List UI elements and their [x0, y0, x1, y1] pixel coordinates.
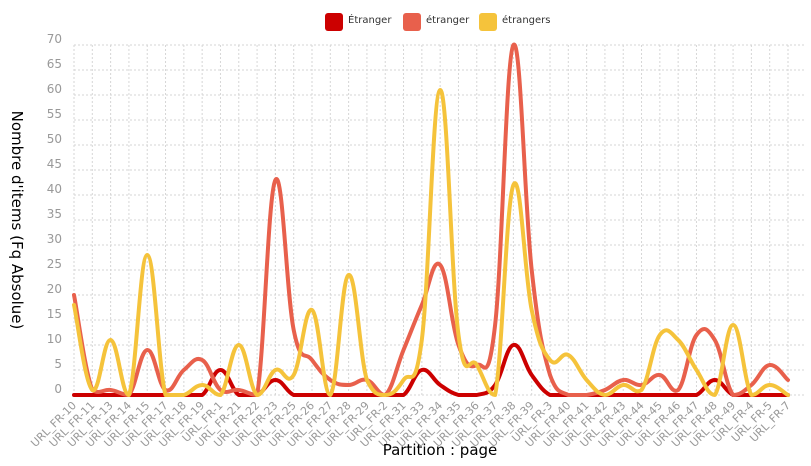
y-tick-label: 20 [47, 282, 62, 296]
y-tick-label: 35 [47, 207, 62, 221]
y-tick-label: 0 [54, 382, 62, 396]
x-axis-title: Partition : page [383, 441, 498, 459]
series-line-0 [72, 343, 790, 397]
y-axis-ticks: 0 5 10 15 20 25 30 35 40 45 50 55 60 65 70 [47, 32, 62, 396]
y-tick-label: 70 [47, 32, 62, 46]
legend-swatch-2 [479, 13, 497, 31]
y-tick-label: 15 [47, 307, 62, 321]
x-axis-ticks: URL_FR-10URL_FR-11URL_FR-13URL_FR-14URL_… [28, 399, 793, 450]
y-tick-label: 60 [47, 82, 62, 96]
legend-swatch-1 [403, 13, 421, 31]
y-tick-label: 45 [47, 157, 62, 171]
series-line-2 [72, 87, 790, 397]
y-tick-label: 40 [47, 182, 62, 196]
y-tick-label: 25 [47, 257, 62, 271]
series-line-1 [72, 42, 790, 397]
y-tick-label: 30 [47, 232, 62, 246]
series-lines [72, 42, 790, 397]
y-tick-label: 10 [47, 332, 62, 346]
y-tick-label: 5 [54, 357, 62, 371]
legend-label-2: étrangers [502, 14, 550, 26]
y-axis-title: Nombre d'items (Fq Absolue) [8, 111, 26, 330]
y-tick-label: 55 [47, 107, 62, 121]
legend: Étranger étranger étrangers [325, 13, 550, 31]
legend-label-1: étranger [426, 14, 470, 26]
y-tick-label: 65 [47, 57, 62, 71]
legend-swatch-0 [325, 13, 343, 31]
grid [73, 44, 806, 396]
y-tick-label: 50 [47, 132, 62, 146]
legend-label-0: Étranger [348, 13, 392, 26]
